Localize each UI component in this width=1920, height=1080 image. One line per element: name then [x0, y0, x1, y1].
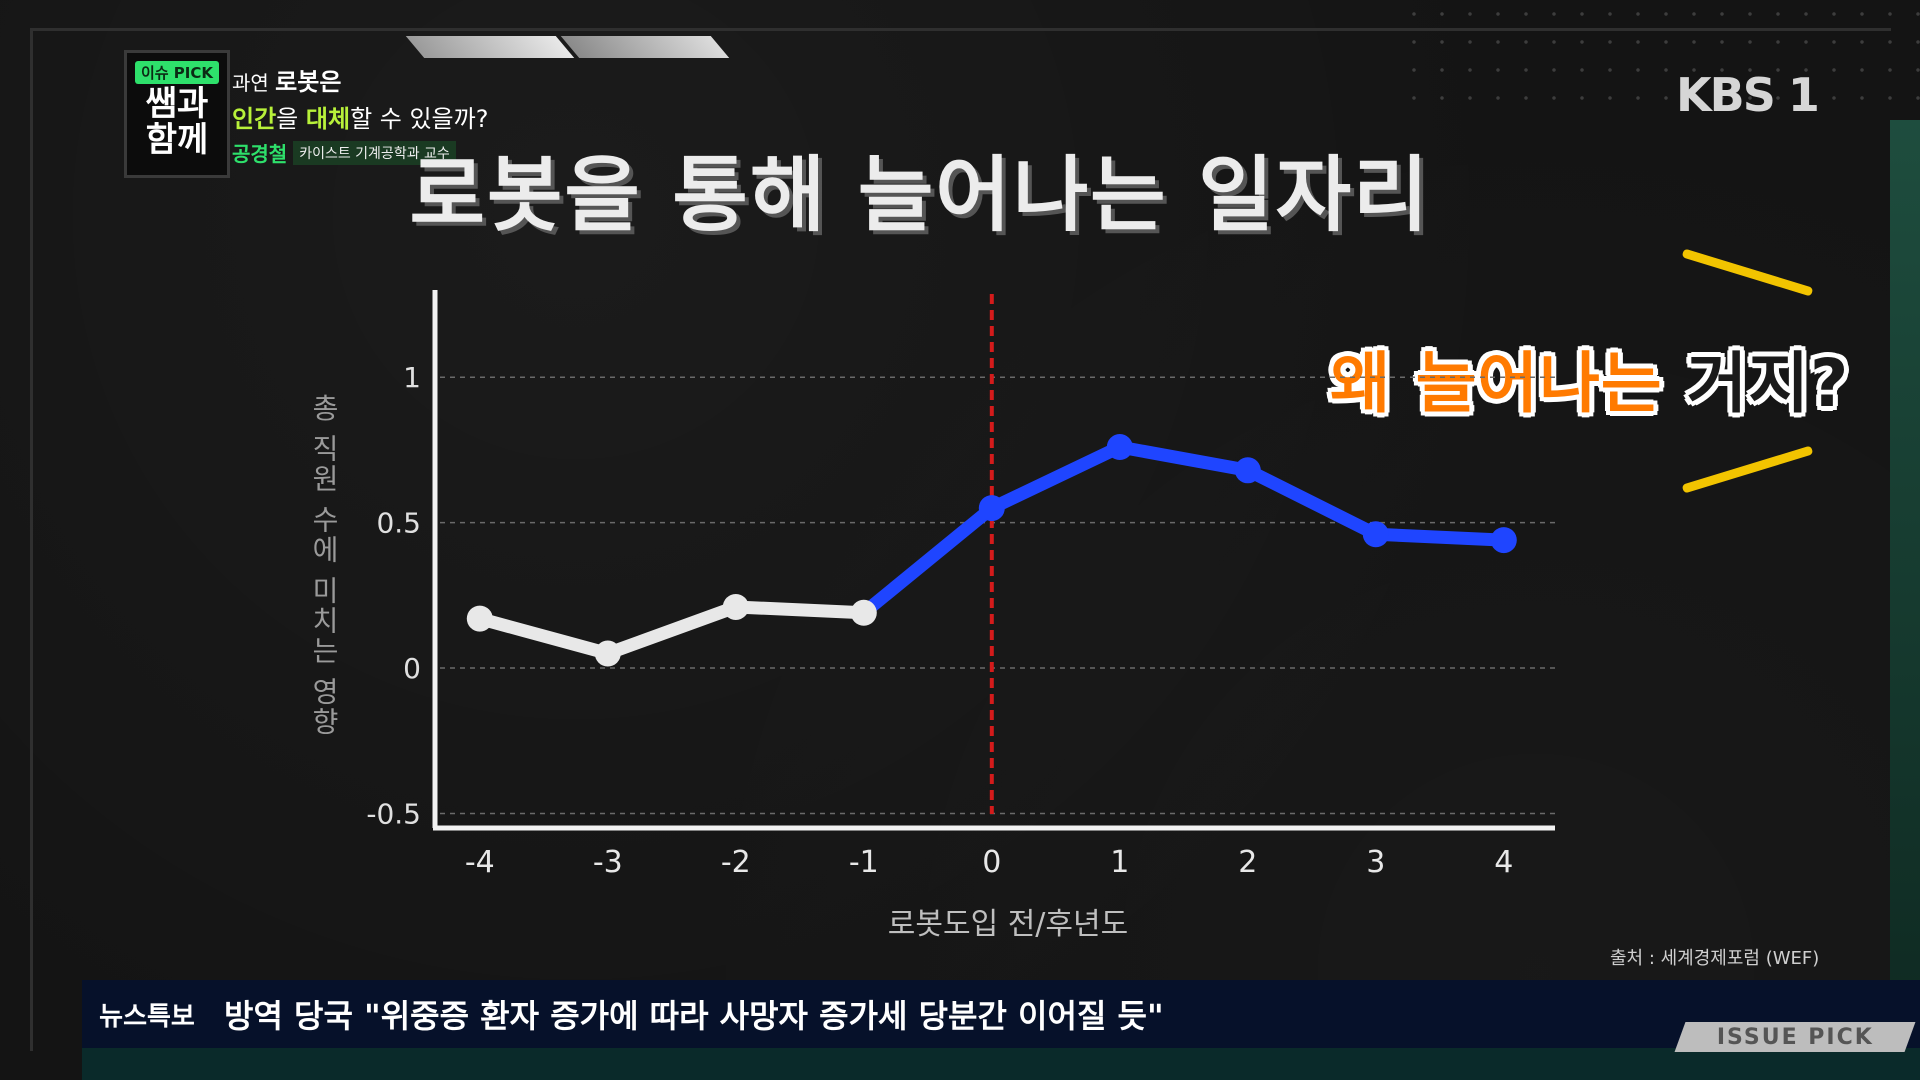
- data-point: [1234, 457, 1261, 484]
- data-point: [466, 605, 493, 632]
- y-tick-label: 1: [403, 361, 421, 394]
- episode-line2: 인간을 대체할 수 있을까?: [232, 105, 489, 133]
- data-point: [978, 495, 1005, 522]
- guest-info: 공경철 카이스트 기계공학과 교수: [232, 138, 488, 167]
- ticker-label: 뉴스특보: [99, 1001, 195, 1032]
- data-point: [722, 593, 749, 620]
- data-point: [850, 599, 877, 626]
- news-ticker: 뉴스특보 방역 당국 "위중증 환자 증가에 따라 사망자 증가세 당분간 이어…: [82, 980, 1920, 1048]
- data-point: [1106, 434, 1133, 461]
- corner-accent: [1890, 120, 1920, 1020]
- guest-title: 카이스트 기계공학과 교수: [293, 140, 456, 165]
- y-tick-label: -0.5: [366, 797, 421, 830]
- issue-pick-tag: ISSUE PICK: [1674, 1022, 1916, 1052]
- data-point: [594, 640, 621, 667]
- program-badge: 이슈 PICK: [134, 61, 220, 84]
- frame: [30, 28, 1891, 1051]
- x-axis-label: 로봇도입 전/후년도: [888, 907, 1128, 942]
- program-logo-text: 쌤과 함께: [145, 84, 209, 160]
- x-tick-label: 3: [1366, 845, 1385, 880]
- x-tick-label: -3: [593, 845, 623, 880]
- y-axis-label: 총 직원 수에 미치는 영향: [308, 393, 341, 737]
- x-tick-label: -1: [849, 845, 879, 880]
- data-point: [1490, 527, 1517, 554]
- bottom-strip: [82, 1048, 1920, 1080]
- channel-logo: KBS 1: [1676, 68, 1820, 122]
- y-tick-label: 0.5: [376, 507, 421, 540]
- x-tick-label: 4: [1494, 845, 1513, 880]
- chart-title: 로봇을 통해 늘어나는 일자리: [409, 148, 1431, 243]
- data-point: [1362, 521, 1389, 548]
- source-note: 출처 : 세계경제포럼 (WEF): [1610, 948, 1820, 969]
- dot-pattern: [1400, 0, 1920, 120]
- line-chart: -0.5 0 0.5 1 -4 -3 -2 -1 0 1 2 3 4 로봇도입 전/후년도 총 직원 수에 …: [308, 290, 1555, 942]
- episode-info: 과연 로봇은 인간을 대체할 수 있을까? 공경철 카이스트 기계공학과 교수: [232, 62, 488, 167]
- x-tick-label: -2: [721, 845, 751, 880]
- guest-name: 공경철: [232, 142, 288, 166]
- episode-line1: 과연 로봇은: [232, 68, 342, 96]
- program-logo: 이슈 PICK 쌤과 함께: [124, 50, 230, 178]
- x-tick-label: 0: [982, 845, 1001, 880]
- callout-text: 왜 늘어나는 거지?: [1330, 345, 1850, 422]
- x-tick-label: 2: [1238, 845, 1257, 880]
- y-tick-label: 0: [403, 652, 421, 685]
- series-line-before: [473, 600, 871, 661]
- x-tick-label: 1: [1110, 845, 1129, 880]
- x-tick-label: -4: [465, 845, 495, 880]
- ticker-text: 방역 당국 "위중증 환자 증가에 따라 사망자 증가세 당분간 이어질 듯": [224, 997, 1164, 1035]
- series-line-after: [857, 440, 1511, 620]
